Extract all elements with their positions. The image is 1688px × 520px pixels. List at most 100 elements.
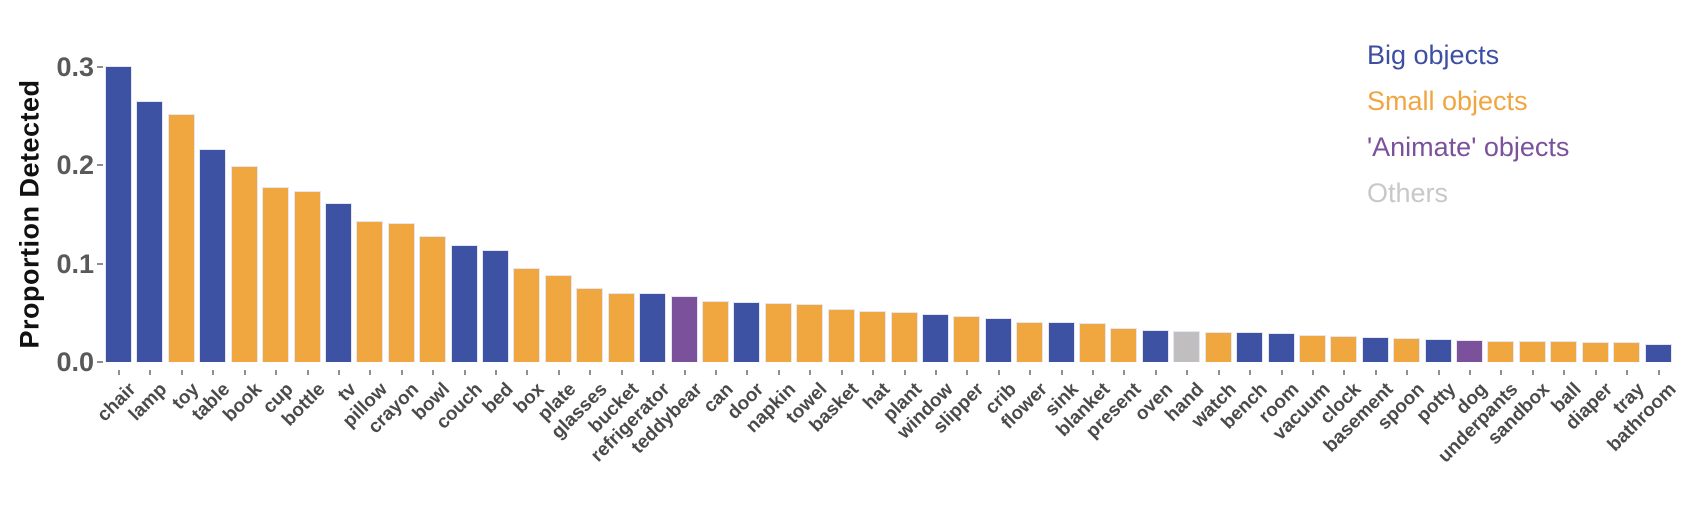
- bar-present: [1110, 328, 1137, 362]
- legend-item-small-objects: Small objects: [1367, 85, 1528, 116]
- x-tick-mark: [588, 370, 591, 375]
- bar-sink: [1048, 322, 1075, 362]
- y-axis-title: Proportion Detected: [14, 79, 45, 349]
- x-tick-mark: [683, 370, 686, 375]
- bar-sandbox: [1519, 341, 1546, 362]
- x-tick-mark: [1248, 370, 1251, 375]
- bar-plate: [545, 275, 572, 362]
- bar-toy: [168, 114, 195, 362]
- y-tick-mark: [97, 262, 103, 265]
- bar-bucket: [608, 293, 635, 362]
- x-tick-mark: [274, 370, 277, 375]
- bar-table: [199, 149, 226, 362]
- x-tick-mark: [557, 370, 560, 375]
- bar-bathroom: [1645, 344, 1672, 362]
- bar-pillow: [356, 221, 383, 362]
- bar-plant: [891, 312, 918, 362]
- legend-item-animate-objects: 'Animate' objects: [1367, 131, 1570, 162]
- bar-can: [702, 301, 729, 362]
- x-tick-mark: [903, 370, 906, 375]
- bar-basket: [828, 309, 855, 362]
- x-tick-mark: [714, 370, 717, 375]
- x-tick-mark: [337, 370, 340, 375]
- x-tick-mark: [745, 370, 748, 375]
- x-tick-mark: [1437, 370, 1440, 375]
- bar-tray: [1613, 342, 1640, 362]
- y-tick-mark: [97, 361, 103, 363]
- bar-hat: [859, 311, 886, 362]
- bar-ball: [1550, 341, 1577, 362]
- x-tick-mark: [1280, 370, 1283, 375]
- bar-bed: [482, 250, 509, 362]
- x-tick-mark: [1342, 370, 1345, 375]
- bar-tv: [325, 203, 352, 362]
- x-tick-mark: [777, 370, 780, 375]
- bar-couch: [451, 245, 478, 362]
- x-tick-mark: [997, 370, 1000, 375]
- x-tick-mark: [1594, 370, 1597, 375]
- x-tick-mark: [1028, 370, 1031, 375]
- bar-basement: [1362, 337, 1389, 362]
- bar-chair: [105, 66, 132, 362]
- x-tick-mark: [620, 370, 623, 375]
- bar-diaper: [1582, 342, 1609, 362]
- x-tick-mark: [1531, 370, 1534, 375]
- bar-potty: [1425, 339, 1452, 362]
- bar-window: [922, 314, 949, 362]
- bar-hand: [1173, 331, 1200, 362]
- x-tick-mark: [1405, 370, 1408, 375]
- bar-door: [733, 302, 760, 362]
- y-tick-label-0.1: 0.1: [56, 248, 94, 279]
- x-tick-mark: [1060, 370, 1063, 375]
- x-tick-mark: [934, 370, 937, 375]
- x-tick-mark: [840, 370, 843, 375]
- y-tick-label-0.0: 0.0: [56, 347, 94, 377]
- bar-napkin: [765, 303, 792, 362]
- bar-bottle: [294, 191, 321, 362]
- bar-flower: [1016, 322, 1043, 362]
- x-tick-mark: [1657, 370, 1660, 375]
- x-tick-mark: [306, 370, 309, 375]
- x-tick-mark: [808, 370, 811, 375]
- bar-crayon: [388, 223, 415, 362]
- x-tick-mark: [1185, 370, 1188, 375]
- x-tick-mark: [1122, 370, 1125, 375]
- bar-crib: [985, 318, 1012, 362]
- x-tick-mark: [1374, 370, 1377, 375]
- bar-clock: [1330, 336, 1357, 362]
- x-tick-mark: [463, 370, 466, 375]
- y-tick-label-0.2: 0.2: [56, 150, 94, 181]
- x-tick-mark: [211, 370, 214, 375]
- bar-bench: [1236, 332, 1263, 362]
- y-tick-label-0.3: 0.3: [56, 52, 94, 83]
- bar-book: [231, 166, 258, 362]
- x-tick-mark: [148, 370, 151, 375]
- x-tick-mark: [494, 370, 497, 375]
- x-tick-mark: [871, 370, 874, 375]
- legend-item-big-objects: Big objects: [1367, 39, 1500, 70]
- bar-cup: [262, 187, 289, 362]
- bar-slipper: [953, 316, 980, 362]
- legend-item-others-objects: Others: [1367, 177, 1449, 208]
- x-tick-mark: [1562, 370, 1565, 375]
- bar-oven: [1142, 330, 1169, 362]
- bar-vacuum: [1299, 335, 1326, 362]
- bar-bowl: [419, 236, 446, 362]
- x-tick-mark: [400, 370, 403, 375]
- x-tick-mark: [1091, 370, 1094, 375]
- x-tick-mark: [431, 370, 434, 375]
- bar-watch: [1205, 332, 1232, 362]
- bar-towel: [796, 304, 823, 362]
- bar-teddybear: [671, 296, 698, 362]
- x-tick-mark: [651, 370, 654, 375]
- bar-dog: [1456, 340, 1483, 362]
- x-tick-mark: [1311, 370, 1314, 375]
- bar-box: [513, 268, 540, 362]
- bar-glasses: [576, 288, 603, 362]
- x-tick-mark: [368, 370, 371, 375]
- bar-underpants: [1487, 341, 1514, 362]
- bar-refrigerator: [639, 293, 666, 362]
- x-tick-mark: [243, 370, 246, 375]
- x-tick-mark: [525, 370, 528, 375]
